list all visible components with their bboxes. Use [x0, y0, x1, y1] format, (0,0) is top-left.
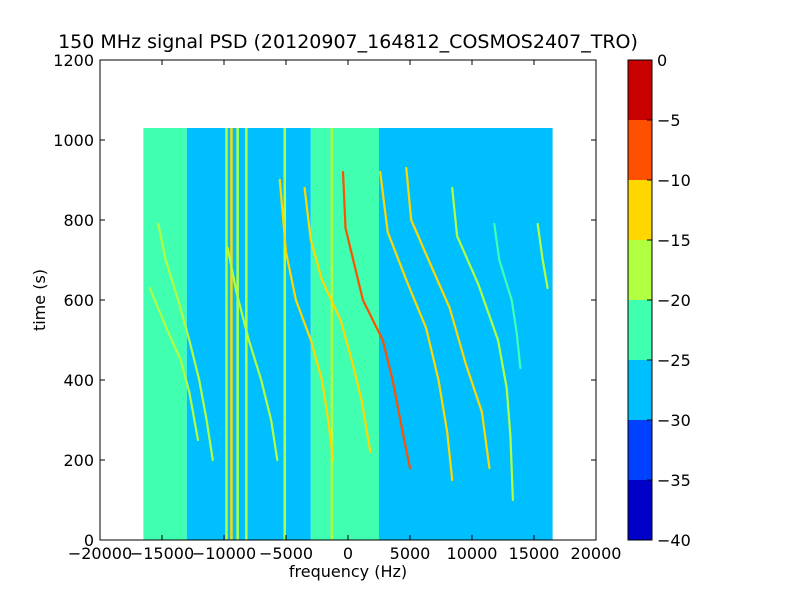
- colorbar-level: [628, 480, 652, 540]
- y-tick-label: 400: [63, 371, 94, 390]
- signal-trace-2: [226, 246, 279, 462]
- signal-trace-8: [451, 186, 514, 502]
- colorbar-level: [628, 180, 652, 240]
- colorbar-level: [628, 60, 652, 120]
- colorbar-tick-label: −15: [657, 231, 691, 250]
- signal-traces-layer: [148, 166, 549, 502]
- colorbar-tick-label: −20: [657, 291, 691, 310]
- colorbar-tick-label: 0: [657, 51, 667, 70]
- x-tick-label: −5000: [259, 544, 313, 563]
- y-tick-label: 1200: [53, 51, 94, 70]
- colorbar-tick-label: −30: [657, 411, 691, 430]
- x-tick-label: −15000: [130, 544, 194, 563]
- y-tick-label: 600: [63, 291, 94, 310]
- signal-trace-4: [303, 186, 372, 454]
- y-tick-label: 200: [63, 451, 94, 470]
- signal-trace-1: [157, 222, 214, 462]
- colorbar-levels: [628, 60, 652, 540]
- plot-area: −20000−15000−10000 −5000 0 5000 10000 15000 20…: [53, 51, 621, 563]
- colorbar-level: [628, 240, 652, 300]
- y-axis-label: time (s): [30, 269, 49, 331]
- x-tick-label: 5000: [390, 544, 431, 563]
- y-axis-ticks: 0 200 400 600 800 1000 1200: [53, 51, 596, 550]
- y-tick-label: 800: [63, 211, 94, 230]
- x-tick-label: 10000: [447, 544, 498, 563]
- colorbar-level: [628, 420, 652, 480]
- chart-title: 150 MHz signal PSD (20120907_164812_COSM…: [58, 31, 638, 53]
- y-tick-label: 0: [84, 531, 94, 550]
- signal-trace-10: [536, 222, 549, 290]
- signal-trace-6: [379, 170, 454, 482]
- x-axis-label: frequency (Hz): [289, 562, 407, 581]
- colorbar: 0 −5 −10 −15 −20 −25 −30 −35 −40: [627, 51, 691, 550]
- x-tick-label: −20000: [68, 544, 132, 563]
- colorbar-tick-label: −40: [657, 531, 691, 550]
- y-tick-label: 1000: [53, 131, 94, 150]
- x-axis-ticks: −20000−15000−10000 −5000 0 5000 10000 15000 20…: [68, 60, 622, 563]
- heatmap-layer: [143, 128, 553, 540]
- colorbar-ticks: 0 −5 −10 −15 −20 −25 −30 −35 −40: [647, 51, 691, 550]
- x-tick-label: 0: [343, 544, 353, 563]
- signal-trace-9: [493, 222, 522, 370]
- colorbar-tick-label: −35: [657, 471, 691, 490]
- heatmap-region-1: [186, 128, 311, 540]
- colorbar-level: [628, 120, 652, 180]
- vertical-lines-layer: [210, 128, 461, 540]
- signal-trace-0: [148, 286, 200, 442]
- signal-trace-5: [341, 170, 412, 470]
- heatmap-region-0: [143, 128, 187, 540]
- colorbar-level: [628, 360, 652, 420]
- colorbar-tick-label: −5: [657, 111, 681, 130]
- colorbar-tick-label: −25: [657, 351, 691, 370]
- heatmap-region-3: [379, 128, 553, 540]
- x-tick-label: 15000: [509, 544, 560, 563]
- x-tick-label: 20000: [571, 544, 622, 563]
- signal-trace-7: [405, 166, 491, 470]
- signal-trace-3: [278, 178, 335, 462]
- colorbar-tick-label: −10: [657, 171, 691, 190]
- colorbar-level: [628, 300, 652, 360]
- x-tick-label: −10000: [192, 544, 256, 563]
